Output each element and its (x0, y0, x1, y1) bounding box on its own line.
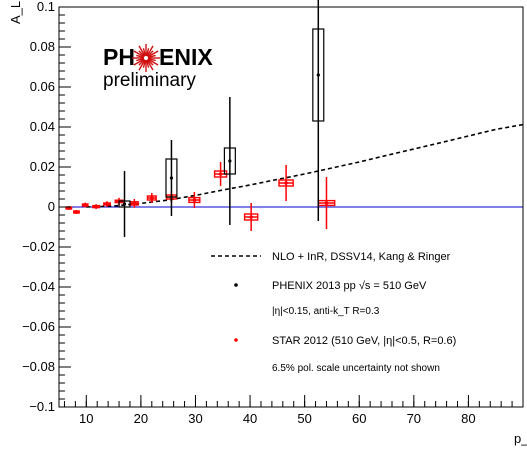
star-point (243, 203, 259, 231)
logo-star-ray (145, 48, 150, 57)
phenix-point (118, 171, 131, 237)
legend-entry: PHENIX 2013 pp √s = 510 GeV (234, 280, 427, 292)
legend-entry: STAR 2012 (510 GeV, |η|<0.5, R=0.6) (234, 335, 456, 347)
phenix-logo: PH ENIX preliminary (103, 44, 213, 91)
logo-star-ray (147, 57, 156, 62)
phenix-marker (228, 159, 232, 163)
logo-star-core (143, 55, 149, 61)
legend-entry: 6.5% pol. scale uncertainty not shown (272, 363, 440, 374)
logo-text-left: PH (103, 44, 135, 70)
x-axis-label: p_T (514, 431, 527, 446)
star-point (92, 204, 101, 209)
phenix-sys-box (312, 28, 325, 122)
y-tick-label: −0.04 (22, 279, 55, 294)
star-marker (132, 201, 137, 206)
y-tick-label: 0.02 (30, 159, 55, 174)
x-tick-label: 10 (79, 411, 93, 426)
phenix-sys-box (118, 200, 131, 208)
star-point (146, 193, 157, 203)
phenix-sys-box (223, 147, 236, 175)
star-marker (150, 196, 154, 200)
star-point (103, 201, 112, 207)
logo-star-ray (147, 54, 156, 59)
star-point (129, 199, 139, 208)
y-tick-label: −0.02 (22, 239, 55, 254)
logo-star-ray (146, 50, 154, 58)
theory-curve (86, 123, 524, 208)
y-tick-label: 0.04 (30, 119, 55, 134)
logo-star-ray (138, 58, 146, 66)
logo-star-ray (133, 50, 145, 58)
logo-star-ray (142, 59, 147, 68)
logo-star-ray (136, 57, 145, 62)
logo-star-ray (147, 50, 159, 58)
x-tick-label: 30 (188, 411, 202, 426)
y-tick-label: −0.08 (22, 359, 55, 374)
legend-black-dot-icon (234, 283, 238, 287)
phenix-point (165, 140, 178, 216)
logo-star-ray (138, 45, 146, 57)
y-tick-label: 0.06 (30, 79, 55, 94)
x-tick-label: 50 (297, 411, 311, 426)
plot-marks (59, 0, 524, 237)
axes: −0.1 −0.08 −0.06 −0.04 −0.02 0 0.02 0.04 0.06 0.0… (22, 0, 524, 426)
phenix-point (312, 0, 325, 221)
y-tick-label: 0.1 (37, 0, 55, 14)
x-tick-label: 60 (352, 411, 366, 426)
legend-label: NLO + InR, DSSV14, Kang & Ringer (272, 251, 451, 263)
logo-star-ray (146, 59, 154, 71)
logo-star-icon (132, 44, 160, 72)
logo-star-ray (138, 59, 146, 71)
legend-label: STAR 2012 (510 GeV, |η|<0.5, R=0.6) (272, 335, 456, 347)
star-point (81, 202, 89, 208)
legend-entry: |η|<0.15, anti-k_T R=0.3 (272, 306, 380, 317)
logo-star-ray (146, 58, 154, 66)
star-point (188, 192, 201, 208)
star-point (73, 210, 80, 214)
logo-star-ray (138, 50, 146, 58)
star-marker (192, 198, 197, 202)
star-marker (94, 204, 98, 209)
legend: NLO + InR, DSSV14, Kang & Ringer PHENIX 2… (211, 251, 456, 374)
y-tick-label: 0 (48, 199, 55, 214)
logo-star-ray (145, 59, 150, 68)
logo-star-ray (142, 48, 147, 57)
y-axis-label: A_LL (8, 0, 23, 24)
logo-star-ray (146, 45, 154, 57)
logo-star-ray (147, 58, 159, 66)
star-marker (324, 201, 329, 205)
phenix-marker (169, 176, 174, 180)
legend-red-dot-icon (234, 338, 238, 342)
x-tick-label: 80 (461, 411, 475, 426)
star-marker (249, 215, 253, 219)
legend-entry: NLO + InR, DSSV14, Kang & Ringer (211, 251, 451, 263)
star-point (317, 177, 336, 229)
star-marker (74, 210, 79, 214)
x-tick-label: 70 (407, 411, 421, 426)
star-point (278, 165, 294, 201)
phenix-marker (316, 73, 320, 77)
x-tick-label: 40 (243, 411, 257, 426)
logo-text-right: ENIX (159, 44, 213, 70)
star-marker (284, 181, 288, 185)
phenix-marker (122, 202, 127, 206)
star-marker (218, 172, 223, 176)
legend-label: 6.5% pol. scale uncertainty not shown (272, 363, 440, 374)
star-marker (83, 203, 88, 207)
logo-star-ray (133, 58, 145, 66)
x-tick-label: 20 (134, 411, 148, 426)
y-tick-label: −0.06 (22, 319, 55, 334)
phenix-point (223, 97, 236, 225)
legend-label: |η|<0.15, anti-k_T R=0.3 (272, 306, 380, 317)
logo-star-ray (136, 54, 145, 59)
y-tick-label: −0.1 (29, 399, 55, 414)
phenix-sys-box (165, 158, 178, 198)
legend-label: PHENIX 2013 pp √s = 510 GeV (272, 280, 427, 292)
star-marker (105, 202, 109, 206)
logo-subtitle: preliminary (103, 70, 196, 91)
y-tick-label: 0.08 (30, 39, 55, 54)
